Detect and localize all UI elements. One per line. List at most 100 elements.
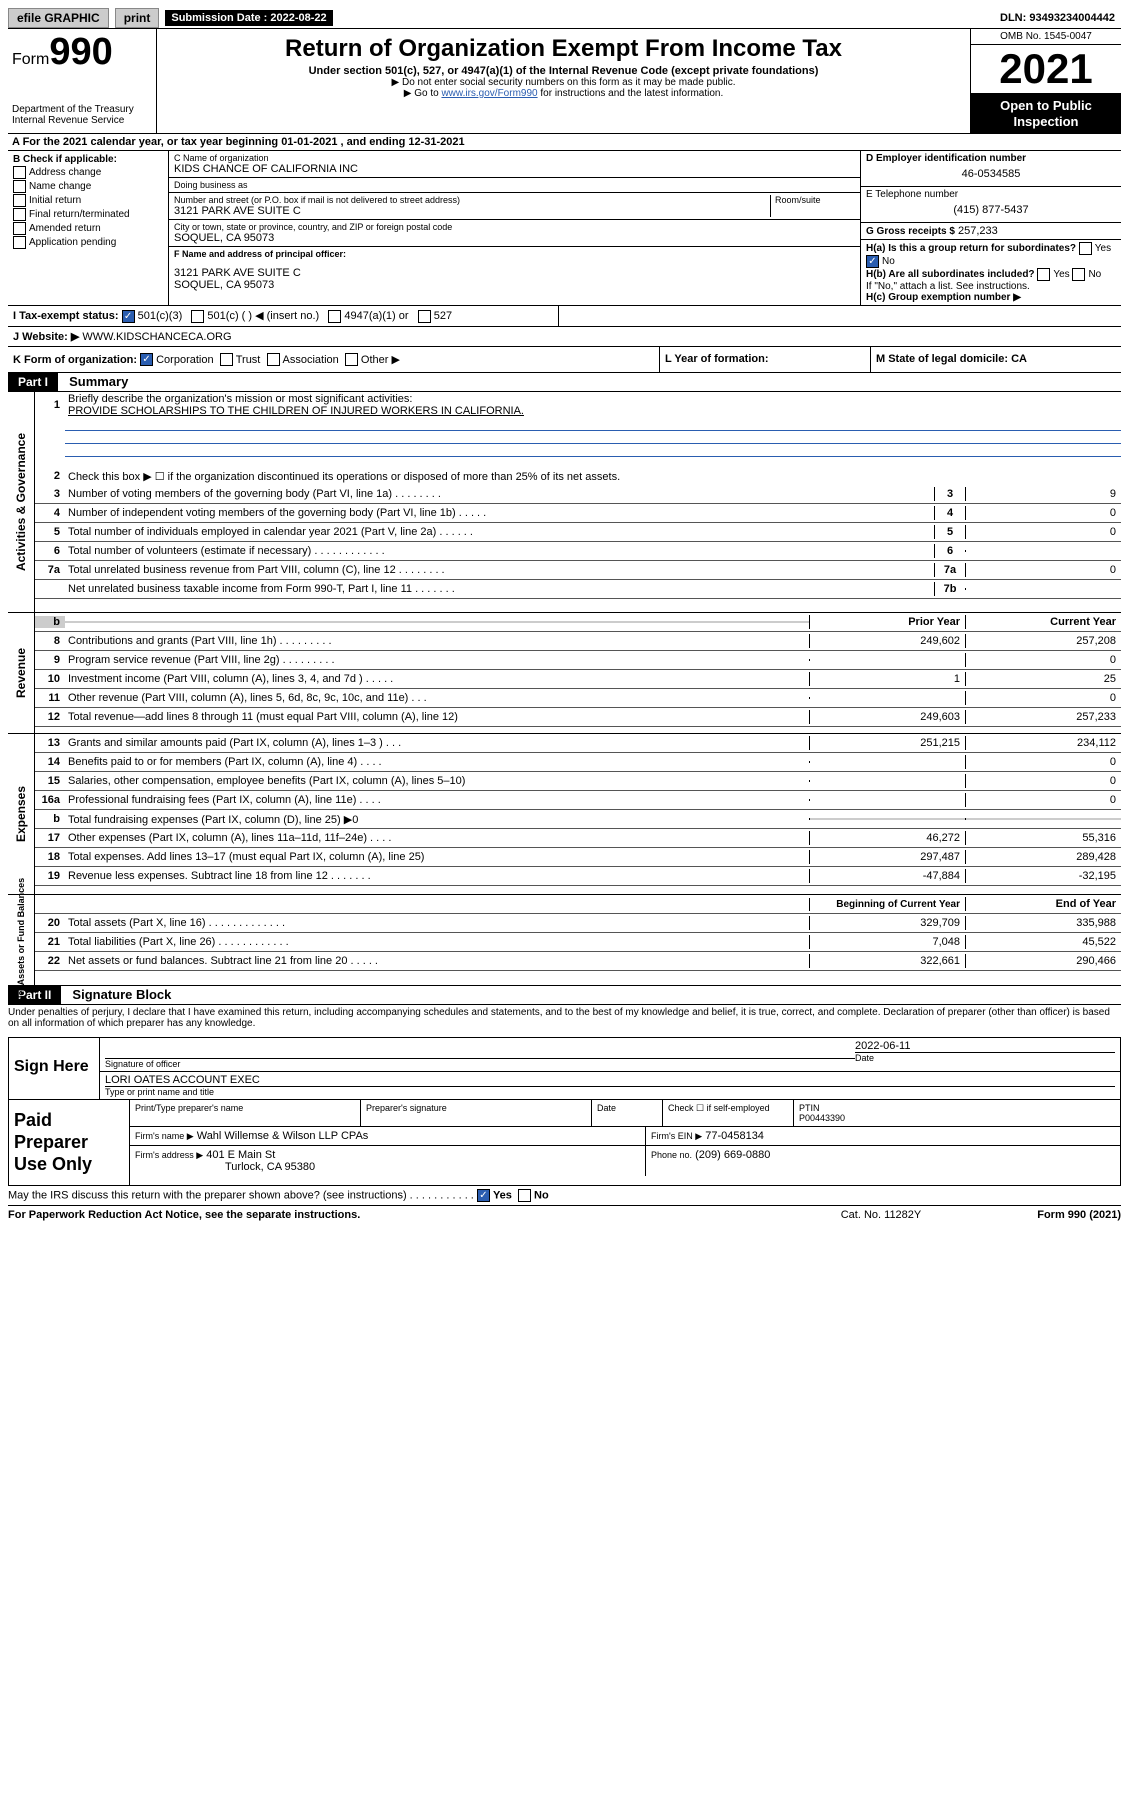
k-other-ck[interactable] (345, 353, 358, 366)
i-501c-ck[interactable] (191, 310, 204, 323)
declaration: Under penalties of perjury, I declare th… (8, 1005, 1121, 1031)
k-trust-ck[interactable] (220, 353, 233, 366)
prep-h2: Preparer's signature (361, 1100, 592, 1126)
d-tel: (415) 877-5437 (866, 200, 1116, 220)
under-section: Under section 501(c), 527, or 4947(a)(1)… (163, 65, 964, 77)
i-527-ck[interactable] (418, 310, 431, 323)
goto-pre: ▶ Go to (404, 88, 442, 99)
discuss-q: May the IRS discuss this return with the… (8, 1190, 474, 1202)
line-desc: Program service revenue (Part VIII, line… (65, 653, 809, 667)
curr-val: 0 (965, 774, 1121, 788)
prior-year-hdr: Prior Year (809, 615, 965, 629)
line-num: 5 (35, 526, 65, 538)
line-val: 9 (965, 487, 1121, 501)
prior-val: 46,272 (809, 831, 965, 845)
firm-addr-lbl: Firm's address ▶ (135, 1150, 203, 1160)
ck-name: Name change (13, 180, 163, 193)
firm-ein: 77-0458134 (705, 1130, 764, 1142)
discuss-no-ck[interactable] (518, 1189, 531, 1202)
line-num: 12 (35, 711, 65, 723)
hb-note: If "No," attach a list. See instructions… (866, 281, 1116, 292)
curr-val: 25 (965, 672, 1121, 686)
print-button[interactable]: print (115, 8, 160, 28)
top-bar: efile GRAPHIC print Submission Date : 20… (8, 8, 1121, 29)
d-gross: 257,233 (958, 225, 998, 237)
prior-val: 249,603 (809, 710, 965, 724)
ha-yes-ck[interactable] (1079, 242, 1092, 255)
form-header: Form990 Department of the Treasury Inter… (8, 29, 1121, 133)
line-num: 18 (35, 851, 65, 863)
d-gross-label: G Gross receipts $ (866, 226, 955, 237)
eoy-hdr: End of Year (965, 897, 1121, 911)
curr-val: 289,428 (965, 850, 1121, 864)
line-desc: Benefits paid to or for members (Part IX… (65, 755, 809, 769)
d-ein: 46-0534585 (866, 164, 1116, 184)
k-corp-ck[interactable] (140, 353, 153, 366)
row-i: I Tax-exempt status: 501(c)(3) 501(c) ( … (8, 305, 1121, 326)
submission-date: Submission Date : 2022-08-22 (165, 10, 332, 26)
paid-prep-label: Paid Preparer Use Only (9, 1100, 130, 1185)
efile-label: efile GRAPHIC (8, 8, 109, 28)
irs-label: Internal Revenue Service (12, 115, 152, 126)
ha-no-ck[interactable] (866, 255, 879, 268)
line-desc: Net unrelated business taxable income fr… (65, 582, 934, 596)
i-501c3-ck[interactable] (122, 310, 135, 323)
curr-val: 335,988 (965, 916, 1121, 930)
curr-val: 0 (965, 755, 1121, 769)
line-desc: Revenue less expenses. Subtract line 18 … (65, 869, 809, 883)
prep-h1: Print/Type preparer's name (130, 1100, 361, 1126)
part2-title: Signature Block (64, 987, 171, 1002)
firm-phone: (209) 669-0880 (695, 1149, 770, 1161)
line-box: 3 (934, 487, 965, 501)
preparer-block: Paid Preparer Use Only Print/Type prepar… (8, 1100, 1121, 1186)
line-desc: Grants and similar amounts paid (Part IX… (65, 736, 809, 750)
prior-val (809, 780, 965, 782)
l-label: L Year of formation: (665, 353, 769, 365)
line-num: 16a (35, 794, 65, 806)
c-name-val: KIDS CHANCE OF CALIFORNIA INC (174, 163, 855, 175)
j-website: WWW.KIDSCHANCECA.ORG (82, 331, 231, 343)
l1a: Briefly describe the organization's miss… (68, 393, 412, 405)
form-number: 990 (49, 31, 112, 73)
prior-val (809, 697, 965, 699)
curr-val: 0 (965, 653, 1121, 667)
row-k: K Form of organization: Corporation Trus… (8, 346, 1121, 374)
k-assoc-ck[interactable] (267, 353, 280, 366)
prior-val (809, 659, 965, 661)
line-desc: Total assets (Part X, line 16) . . . . .… (65, 916, 809, 930)
inspect-1: Open to Public (975, 98, 1117, 114)
hb-no-ck[interactable] (1072, 268, 1085, 281)
form-word: Form (12, 51, 49, 68)
sig-date: 2022-06-11 (855, 1040, 1115, 1052)
line-num: b (35, 813, 65, 825)
line-num: 17 (35, 832, 65, 844)
j-label: J Website: ▶ (13, 331, 79, 343)
line-box: 6 (934, 544, 965, 558)
prior-val: 251,215 (809, 736, 965, 750)
line-desc: Total liabilities (Part X, line 26) . . … (65, 935, 809, 949)
goto-post: for instructions and the latest informat… (538, 88, 724, 99)
firm-name: Wahl Willemse & Wilson LLP CPAs (197, 1130, 369, 1142)
line-num: 6 (35, 545, 65, 557)
c-room-label: Room/suite (775, 195, 855, 205)
officer-name-lbl: Type or print name and title (105, 1086, 1115, 1097)
i-4947-ck[interactable] (328, 310, 341, 323)
line-num: 19 (35, 870, 65, 882)
curr-val: 234,112 (965, 736, 1121, 750)
line-desc: Other expenses (Part IX, column (A), lin… (65, 831, 809, 845)
line-num: 9 (35, 654, 65, 666)
firm-ein-lbl: Firm's EIN ▶ (651, 1131, 702, 1141)
line-val: 0 (965, 563, 1121, 577)
discuss-yes-ck[interactable] (477, 1189, 490, 1202)
dept-label: Department of the Treasury (12, 104, 152, 115)
curr-val: 0 (965, 691, 1121, 705)
irs-link[interactable]: www.irs.gov/Form990 (441, 88, 537, 99)
prior-val: 322,661 (809, 954, 965, 968)
line-desc: Total fundraising expenses (Part IX, col… (65, 812, 809, 827)
line-num: 14 (35, 756, 65, 768)
line-val (965, 588, 1121, 590)
line-num: 20 (35, 917, 65, 929)
hb-yes-ck[interactable] (1037, 268, 1050, 281)
ck-amended: Amended return (13, 222, 163, 235)
c-street-label: Number and street (or P.O. box if mail i… (174, 195, 770, 205)
